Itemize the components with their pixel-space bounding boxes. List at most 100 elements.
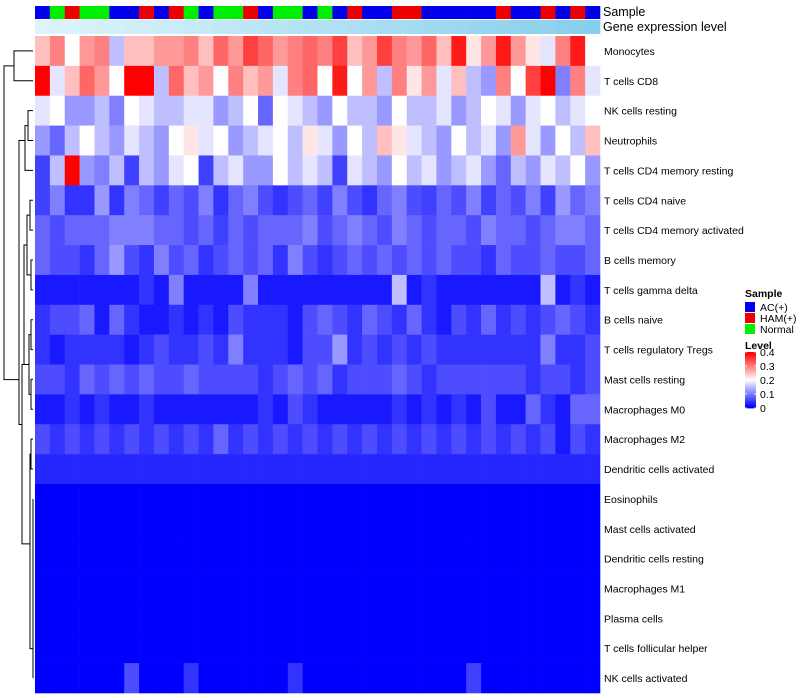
heatmap-cell [272, 155, 289, 186]
heatmap-cell [183, 483, 199, 515]
legend-gradient-step [745, 353, 756, 356]
expression-cell [302, 20, 318, 34]
sample-cell [481, 6, 497, 19]
heatmap-cell [272, 36, 289, 67]
heatmap-cell [287, 573, 303, 604]
heatmap-cell [510, 304, 526, 335]
heatmap-cell [272, 304, 289, 335]
row-label: Monocytes [604, 46, 655, 58]
heatmap-cell [421, 65, 437, 97]
heatmap-cell [64, 304, 80, 335]
heatmap-cell [406, 65, 422, 97]
heatmap-cell [49, 245, 66, 276]
legend-gradient-step [745, 406, 756, 409]
heatmap-cell [168, 36, 184, 67]
heatmap-cell [213, 65, 229, 97]
heatmap-cell [510, 95, 526, 126]
legend-gradient-step [745, 370, 756, 372]
heatmap-cell [79, 36, 95, 67]
heatmap-cell [183, 274, 199, 306]
heatmap-cell [243, 633, 259, 664]
heatmap-cell [510, 125, 526, 156]
heatmap-cell [391, 454, 408, 485]
heatmap-cell [94, 304, 110, 335]
heatmap-cell [495, 424, 512, 455]
heatmap-cell [139, 65, 155, 97]
heatmap-cell [525, 394, 541, 425]
heatmap-cell [94, 513, 110, 544]
heatmap-cell [466, 364, 482, 395]
expression-cell [525, 20, 541, 34]
legend-gradient-step [745, 389, 756, 392]
heatmap-cell [64, 424, 80, 455]
heatmap-cell [272, 95, 289, 126]
heatmap-cell [555, 633, 571, 664]
heatmap-cell [317, 543, 333, 574]
heatmap-cell [243, 364, 259, 395]
heatmap-cell [555, 543, 571, 574]
heatmap-cell [540, 663, 556, 694]
heatmap-cell [302, 65, 318, 97]
heatmap-cell [421, 364, 437, 395]
heatmap-cell [139, 95, 155, 126]
heatmap-cell [153, 215, 170, 246]
heatmap-cell [109, 65, 125, 97]
heatmap-cell [481, 603, 497, 634]
expression-cell [376, 20, 393, 34]
heatmap-cell [332, 573, 348, 604]
heatmap-cell [362, 663, 378, 694]
heatmap-cell [332, 125, 348, 156]
heatmap-cell [391, 483, 408, 515]
heatmap-cell [481, 245, 497, 276]
heatmap-cell [109, 424, 125, 455]
heatmap-cell [258, 155, 274, 186]
heatmap-cell [570, 95, 586, 126]
heatmap-cell [153, 245, 170, 276]
legend-gradient-step [745, 388, 756, 391]
heatmap-cell [332, 95, 348, 126]
heatmap-cell [183, 155, 199, 186]
heatmap-cell [481, 483, 497, 515]
heatmap-cell [481, 304, 497, 335]
heatmap-cell [540, 215, 556, 246]
legend-gradient-step [745, 366, 756, 368]
heatmap-cell [510, 454, 526, 485]
heatmap-cell [109, 633, 125, 664]
heatmap-cell [570, 543, 586, 574]
heatmap-cell [272, 65, 289, 97]
heatmap-cell [302, 513, 318, 544]
heatmap-cell [540, 394, 556, 425]
heatmap-cell [481, 424, 497, 455]
heatmap-cell [481, 185, 497, 216]
heatmap-cell [376, 513, 393, 544]
heatmap-cell [436, 36, 452, 67]
heatmap-cell [421, 304, 437, 335]
heatmap-cell [495, 245, 512, 276]
heatmap-cell [302, 334, 318, 365]
legend-level-title: Level [745, 340, 772, 352]
row-label: Dendritic cells activated [604, 464, 714, 476]
heatmap-cell [347, 215, 363, 246]
dendrogram-branch [27, 110, 33, 142]
heatmap-cell [287, 513, 303, 544]
row-label: T cells CD4 memory activated [604, 225, 744, 237]
heatmap-cell [153, 663, 170, 694]
heatmap-cell [243, 215, 259, 246]
heatmap-cell [243, 394, 259, 425]
heatmap-cell [198, 364, 214, 395]
row-label: T cells gamma delta [604, 285, 698, 297]
legend-gradient-step [745, 357, 756, 360]
heatmap-cell [362, 334, 378, 365]
heatmap-cell [79, 215, 95, 246]
heatmap-cell [272, 215, 289, 246]
heatmap-cell [168, 663, 184, 694]
heatmap-cell [481, 215, 497, 246]
legend-gradient-step [745, 360, 756, 363]
heatmap-cell [183, 424, 199, 455]
heatmap-cell [555, 603, 571, 634]
heatmap-cell [555, 513, 571, 544]
heatmap-cell [317, 245, 333, 276]
heatmap-cell [243, 454, 259, 485]
sample-cell [317, 6, 333, 19]
heatmap-cell [570, 483, 586, 515]
